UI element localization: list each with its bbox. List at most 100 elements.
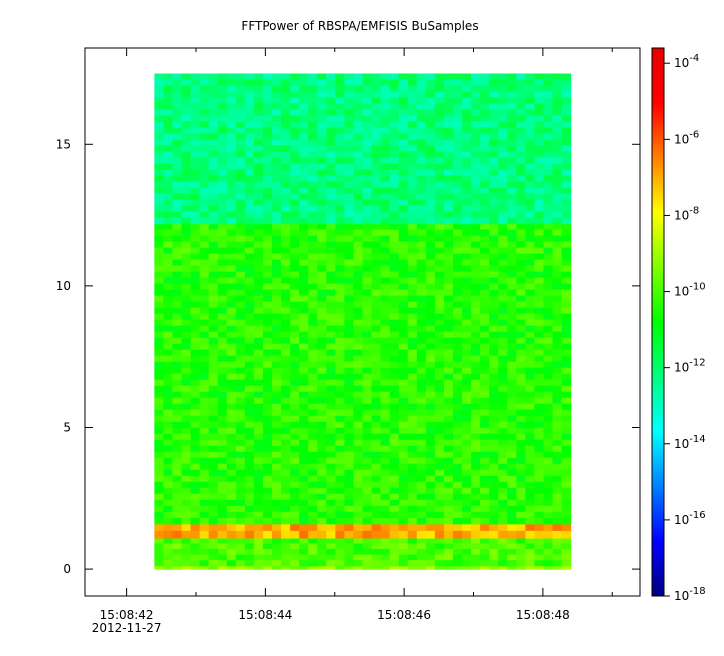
- heatmap-cell: [407, 307, 418, 315]
- heatmap-cell: [543, 403, 554, 411]
- heatmap-cell: [434, 235, 445, 243]
- heatmap-cell: [443, 325, 454, 333]
- heatmap-cell: [407, 530, 418, 539]
- heatmap-cell: [181, 187, 192, 195]
- heatmap-cell: [371, 487, 382, 495]
- heatmap-cell: [199, 523, 210, 532]
- heatmap-cell: [163, 175, 174, 183]
- heatmap-cell: [217, 235, 228, 243]
- heatmap-cell: [226, 277, 237, 285]
- heatmap-cell: [217, 343, 228, 351]
- heatmap-cell: [190, 517, 201, 525]
- heatmap-cell: [199, 91, 210, 99]
- heatmap-cell: [425, 391, 436, 399]
- heatmap-cell: [326, 169, 336, 177]
- heatmap-cell: [552, 169, 563, 177]
- heatmap-cell: [235, 537, 246, 545]
- heatmap-cell: [344, 79, 355, 87]
- heatmap-cell: [163, 554, 174, 561]
- heatmap-cell: [462, 499, 472, 507]
- heatmap-cell: [199, 349, 210, 357]
- heatmap-cell: [299, 187, 309, 195]
- heatmap-cell: [516, 181, 526, 189]
- heatmap-cell: [380, 325, 391, 333]
- heatmap-cell: [181, 235, 192, 243]
- heatmap-cell: [561, 379, 572, 387]
- heatmap-cell: [452, 115, 463, 123]
- heatmap-cell: [362, 499, 373, 507]
- heatmap-cell: [362, 427, 373, 435]
- heatmap-cell: [163, 307, 174, 315]
- heatmap-cell: [425, 560, 436, 567]
- heatmap-cell: [543, 145, 554, 153]
- heatmap-cell: [498, 433, 508, 441]
- heatmap-cell: [516, 367, 526, 375]
- heatmap-cell: [163, 223, 174, 231]
- heatmap-cell: [489, 505, 499, 513]
- heatmap-cell: [335, 397, 345, 405]
- heatmap-cell: [172, 543, 183, 550]
- heatmap-cell: [190, 187, 201, 195]
- heatmap-cell: [281, 421, 291, 429]
- heatmap-cell: [262, 379, 273, 387]
- heatmap-cell: [371, 391, 382, 399]
- heatmap-cell: [208, 175, 219, 183]
- heatmap-cell: [362, 103, 373, 111]
- heatmap-cell: [489, 565, 499, 570]
- heatmap-cell: [543, 445, 554, 453]
- heatmap-cell: [516, 121, 526, 129]
- heatmap-cell: [416, 487, 427, 495]
- heatmap-cell: [154, 271, 165, 279]
- heatmap-cell: [190, 235, 201, 243]
- heatmap-cell: [253, 537, 264, 545]
- heatmap-cell: [398, 337, 409, 345]
- heatmap-cell: [452, 433, 463, 441]
- heatmap-cell: [407, 157, 418, 165]
- heatmap-cell: [362, 403, 373, 411]
- heatmap-cell: [226, 337, 237, 345]
- heatmap-cell: [262, 373, 273, 381]
- heatmap-cell: [407, 355, 418, 363]
- heatmap-cell: [362, 481, 373, 489]
- heatmap-cell: [172, 445, 183, 453]
- heatmap-cell: [181, 79, 192, 87]
- heatmap-cell: [543, 385, 554, 393]
- heatmap-cell: [172, 549, 183, 556]
- heatmap-cell: [471, 163, 481, 171]
- heatmap-cell: [371, 560, 382, 567]
- heatmap-cell: [489, 145, 499, 153]
- heatmap-cell: [416, 499, 427, 507]
- heatmap-cell: [244, 457, 255, 465]
- heatmap-cell: [471, 361, 481, 369]
- heatmap-cell: [452, 463, 463, 471]
- heatmap-cell: [371, 169, 382, 177]
- heatmap-cell: [525, 241, 536, 249]
- heatmap-cell: [353, 181, 364, 189]
- heatmap-cell: [226, 271, 237, 279]
- heatmap-cell: [317, 355, 327, 363]
- heatmap-cell: [272, 325, 282, 333]
- heatmap-cell: [235, 205, 246, 213]
- heatmap-cell: [471, 127, 481, 135]
- heatmap-cell: [172, 355, 183, 363]
- heatmap-cell: [371, 211, 382, 219]
- heatmap-cell: [190, 127, 201, 135]
- heatmap-cell: [344, 151, 355, 159]
- heatmap-cell: [471, 193, 481, 201]
- heatmap-cell: [217, 115, 228, 123]
- heatmap-cell: [253, 361, 264, 369]
- heatmap-cell: [443, 439, 454, 447]
- heatmap-cell: [471, 475, 481, 483]
- heatmap-cell: [507, 199, 517, 207]
- heatmap-cell: [561, 289, 572, 297]
- heatmap-cell: [272, 517, 282, 525]
- heatmap-cell: [498, 409, 508, 417]
- heatmap-cell: [217, 367, 228, 375]
- heatmap-cell: [208, 475, 219, 483]
- heatmap-cell: [190, 175, 201, 183]
- heatmap-cell: [516, 469, 526, 477]
- heatmap-cell: [389, 517, 400, 525]
- heatmap-cell: [353, 373, 364, 381]
- heatmap-cell: [398, 247, 409, 255]
- heatmap-cell: [443, 259, 454, 267]
